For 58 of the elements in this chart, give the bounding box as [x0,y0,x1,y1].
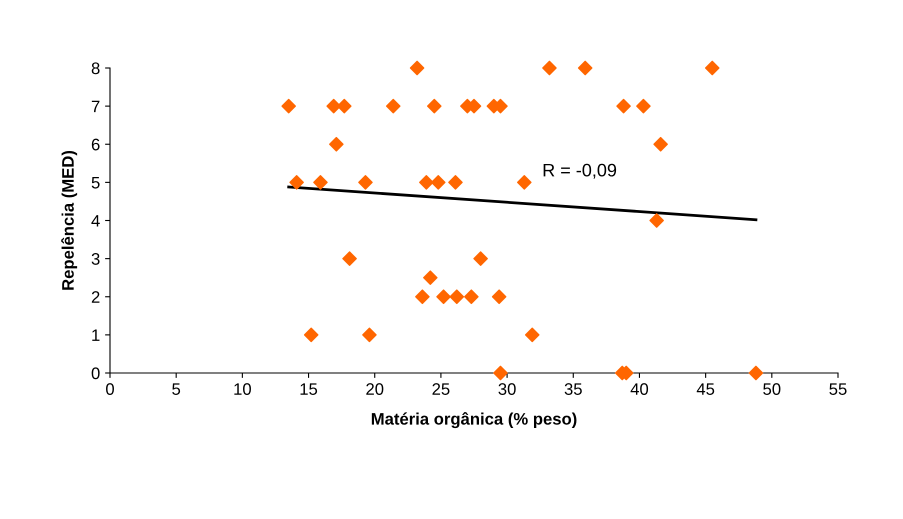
point [524,328,540,342]
y-tick-label: 4 [91,215,100,227]
point [653,136,668,152]
point [427,98,442,114]
x-tick-label: 15 [300,383,318,395]
point [492,289,506,304]
y-tick-label: 8 [92,62,100,74]
point [542,60,557,76]
x-axis-title: Matéria orgânica (% peso) [372,412,576,428]
y-tick-label: 5 [92,176,100,189]
x-tick-label: 10 [234,383,251,395]
point [430,175,446,190]
x-tick-label: 25 [432,383,450,395]
point [748,366,764,380]
y-tick-label: 0 [92,367,100,380]
point [415,289,430,304]
point [436,289,451,304]
y-tick-label: 6 [92,138,100,150]
y-axis-title: Repelência (MED) [61,150,78,290]
x-tick-label: 50 [763,383,780,395]
y-tick-label: 2 [92,291,100,303]
point [304,328,318,342]
x-tick-label: 20 [366,383,384,395]
point [423,270,438,285]
x-tick-label: 5 [172,383,180,395]
point [289,175,304,190]
point [419,175,434,190]
point [616,98,631,114]
annotation: R = -0,09 [544,164,616,179]
point [326,98,341,114]
y-tick-label: 7 [92,100,100,112]
x-tick-label: 40 [630,383,648,395]
point [342,251,357,266]
x-tick-label: 30 [498,383,516,395]
point [636,98,651,114]
point [358,175,373,190]
point [464,289,479,304]
point [517,175,532,190]
point [337,98,352,114]
point [704,60,720,76]
y-tick-label: 3 [92,253,100,265]
point [493,366,508,380]
point [649,213,664,228]
point [329,136,344,152]
point [450,289,464,304]
x-tick-label: 35 [564,383,582,395]
point [313,175,328,190]
point [578,60,592,76]
y-tick-label: 1 [92,329,100,341]
point [448,175,463,190]
x-tick-label: 0 [106,383,114,395]
x-tick-label: 55 [829,383,847,395]
point [362,328,377,342]
point [473,251,488,266]
point [386,98,401,114]
point [281,98,296,114]
point [410,60,424,76]
x-tick-label: 45 [696,383,714,395]
